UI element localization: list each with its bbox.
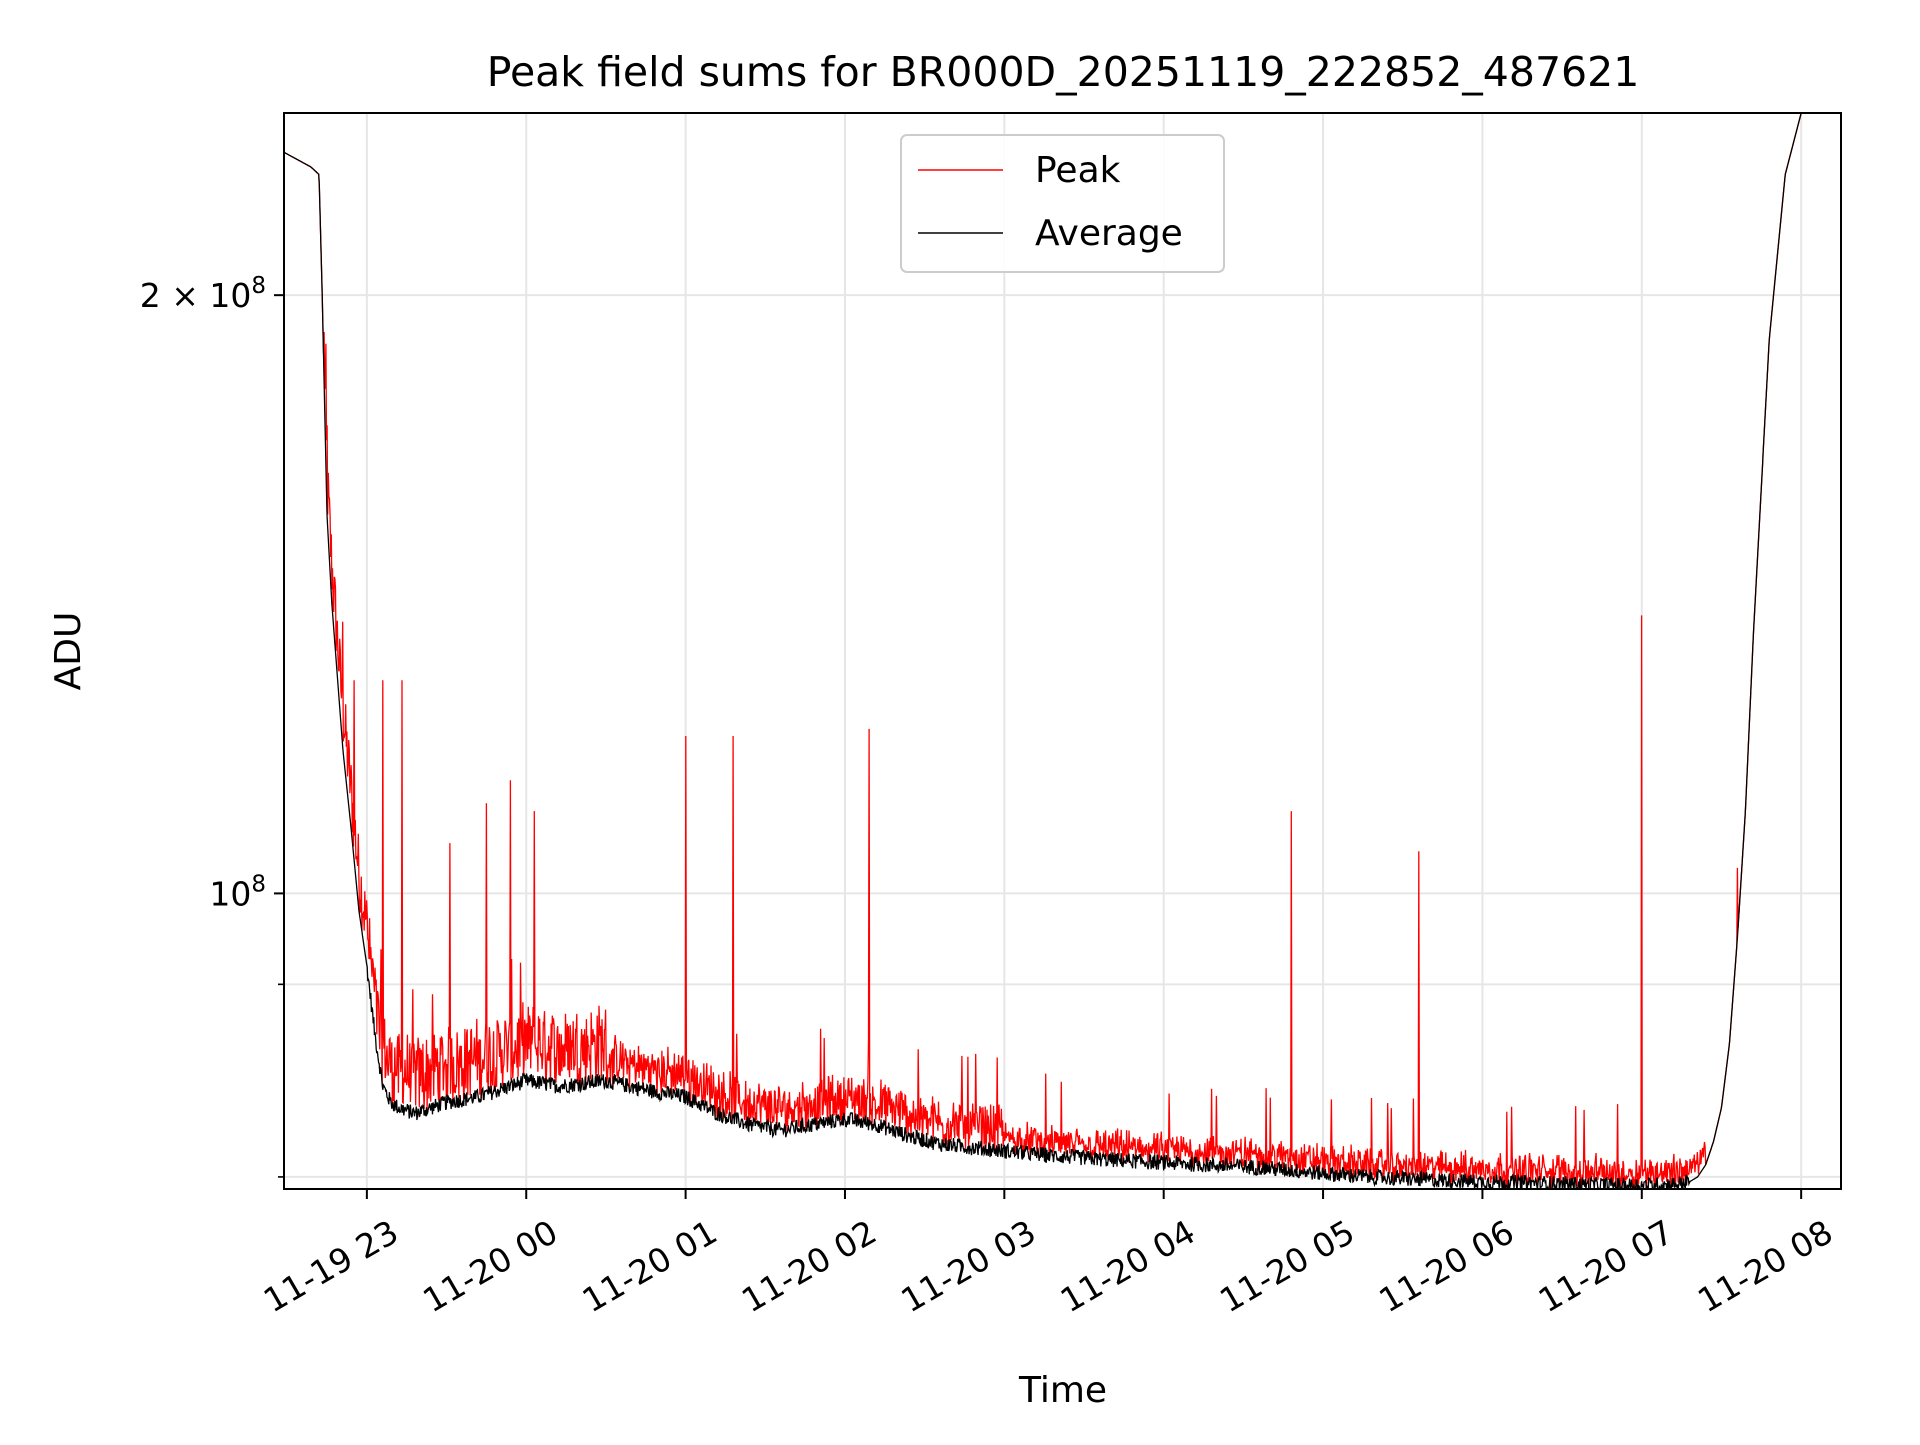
y-tick-label: 108 xyxy=(209,871,266,913)
grid-lines xyxy=(284,113,1841,1189)
y-tick-label: 2 × 108 xyxy=(140,273,266,315)
legend-label-peak: Peak xyxy=(1035,150,1121,191)
legend-label-average: Average xyxy=(1035,213,1183,254)
chart-title: Peak field sums for BR000D_20251119_2228… xyxy=(487,48,1640,96)
x-axis-label: Time xyxy=(1018,1370,1107,1411)
legend: Peak Average xyxy=(900,134,1225,273)
plot-area xyxy=(284,113,1841,1189)
axes-frame xyxy=(283,112,1842,1190)
series-line-average xyxy=(284,113,1841,1189)
y-axis-ticks: 108 2 × 108 xyxy=(140,273,284,1178)
y-axis-label: ADU xyxy=(48,612,89,691)
